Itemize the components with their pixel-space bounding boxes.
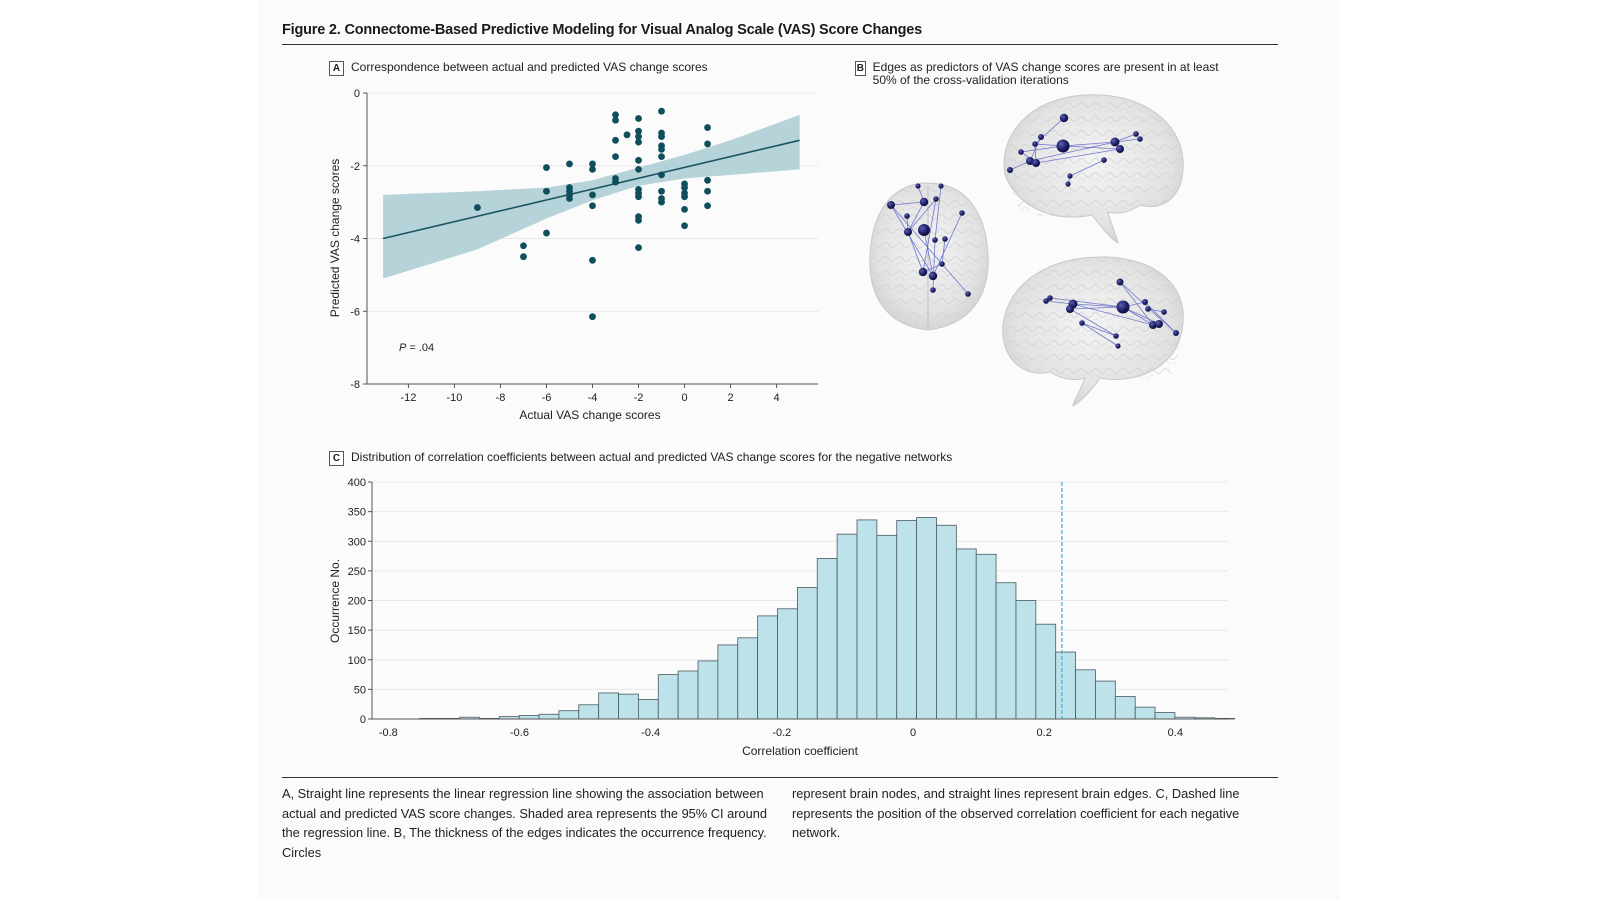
caption-rule [282, 777, 1278, 778]
panel-c-title: Distribution of correlation coefficients… [351, 450, 953, 464]
figure-page: Figure 2. Connectome-Based Predictive Mo… [258, 0, 1340, 900]
panel-a-letter: A [329, 61, 344, 76]
panel-b-letter: B [855, 61, 866, 76]
panel-b-label: B Edges as predictors of VAS change scor… [855, 61, 1235, 87]
title-rule [282, 44, 1278, 45]
panel-a-title: Correspondence between actual and predic… [351, 60, 708, 74]
panel-c-label: C Distribution of correlation coefficien… [329, 451, 952, 466]
panel-b-title: Edges as predictors of VAS change scores… [872, 60, 1219, 87]
panel-c-letter: C [329, 451, 344, 466]
caption-left: A, Straight line represents the linear r… [282, 786, 767, 860]
figure-title: Figure 2. Connectome-Based Predictive Mo… [282, 22, 923, 38]
caption-right: represent brain nodes, and straight line… [792, 786, 1240, 840]
panel-a-label: A Correspondence between actual and pred… [329, 61, 708, 76]
